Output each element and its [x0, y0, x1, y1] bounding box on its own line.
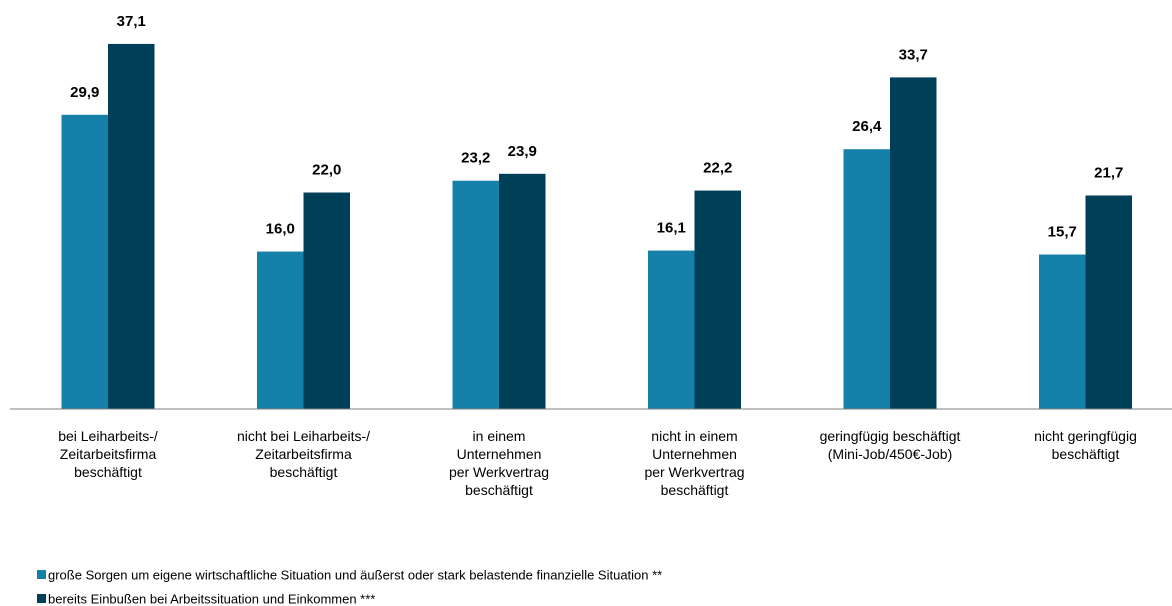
value-label: 37,1 [117, 13, 146, 30]
value-label: 15,7 [1048, 224, 1077, 241]
legend-label: große Sorgen um eigene wirtschaftliche S… [48, 568, 662, 583]
x-tick-label: nicht in einem Unternehmen per Werkvertrag… [644, 428, 744, 498]
bar [1085, 195, 1132, 409]
bar [61, 114, 108, 409]
value-label: 23,9 [508, 143, 537, 160]
legend-label: bereits Einbußen bei Arbeitssituation un… [48, 592, 375, 606]
x-tick-label-line: Unternehmen [652, 446, 737, 462]
value-label: 23,2 [461, 150, 490, 167]
x-tick-label-line: beschäftigt [465, 482, 533, 498]
value-label: 26,4 [852, 118, 882, 135]
x-tick-label-line: Unternehmen [457, 446, 542, 462]
x-tick-label-line: beschäftigt [74, 464, 142, 480]
value-label: 21,7 [1094, 164, 1123, 181]
bar [499, 173, 546, 409]
x-tick-label: geringfügig beschäftigt (Mini-Job/450€-Jo… [820, 428, 961, 462]
value-label: 33,7 [899, 46, 928, 63]
x-tick-label-line: Zeitarbeitsfirma [60, 446, 157, 462]
value-label: 16,0 [266, 221, 295, 238]
bar [303, 192, 350, 409]
x-tick-label: bei Leiharbeits-/ Zeitarbeitsfirma beschäf… [58, 428, 158, 480]
x-tick-label-line: per Werkvertrag [449, 464, 549, 480]
bar [843, 149, 890, 409]
bar [1039, 254, 1086, 409]
x-tick-label-line: bei Leiharbeits-/ [58, 428, 158, 444]
value-label: 29,9 [70, 84, 99, 101]
bar [648, 250, 695, 409]
x-tick-label-line: nicht bei Leiharbeits-/ [237, 428, 370, 444]
x-tick-label-line: per Werkvertrag [644, 464, 744, 480]
x-tick-label: in einem Unternehmen per Werkvertrag beschä… [449, 428, 549, 498]
x-tick-label-line: beschäftigt [1052, 446, 1120, 462]
bar [452, 180, 499, 409]
x-tick-label-line: geringfügig beschäftigt [820, 428, 961, 444]
bar [694, 190, 741, 409]
value-label: 22,2 [703, 160, 732, 177]
x-tick-label: nicht bei Leiharbeits-/ Zeitarbeitsfirma b… [237, 428, 370, 480]
x-tick-label-line: in einem [473, 428, 526, 444]
value-label: 16,1 [657, 220, 686, 237]
legend-swatch [37, 594, 46, 603]
x-tick-label-line: beschäftigt [661, 482, 729, 498]
x-tick-label-line: nicht geringfügig [1034, 428, 1137, 444]
x-tick-label: nicht geringfügig beschäftigt [1034, 428, 1137, 462]
x-tick-label-line: nicht in einem [651, 428, 737, 444]
x-tick-label-line: Zeitarbeitsfirma [255, 446, 352, 462]
x-tick-label-line: beschäftigt [270, 464, 338, 480]
bar [890, 77, 937, 409]
bar [257, 251, 304, 409]
legend-swatch [37, 570, 46, 579]
bar [108, 43, 155, 409]
x-tick-label-line: (Mini-Job/450€-Job) [828, 446, 953, 462]
value-label: 22,0 [312, 162, 341, 179]
